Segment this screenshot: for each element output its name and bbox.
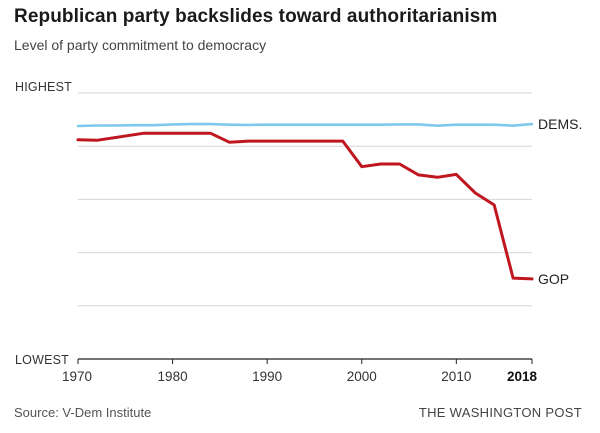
series-label-gop: GOP — [538, 271, 569, 287]
x-axis: 1970 1980 1990 2000 2010 2018 — [62, 358, 538, 384]
series-line-dems — [76, 122, 534, 128]
x-tick-label: 1980 — [158, 369, 188, 384]
series-labels: DEMS. GOP — [538, 116, 582, 287]
publisher-credit: THE WASHINGTON POST — [418, 405, 582, 420]
x-tick-label: 2000 — [347, 369, 377, 384]
series-line-gop — [76, 131, 534, 281]
grid-lines — [78, 92, 532, 307]
x-tick-label: 2010 — [441, 369, 471, 384]
source-note: Source: V-Dem Institute — [14, 405, 152, 420]
y-label-lowest: LOWEST — [15, 353, 69, 367]
x-tick-label: 2018 — [507, 369, 538, 384]
series-lines — [76, 122, 534, 281]
y-label-highest: HIGHEST — [15, 80, 72, 94]
x-tick-label: 1990 — [252, 369, 282, 384]
x-tick-label: 1970 — [62, 369, 92, 384]
chart-subtitle: Level of party commitment to democracy — [14, 37, 267, 53]
series-label-dems: DEMS. — [538, 116, 582, 132]
chart-title: Republican party backslides toward autho… — [14, 6, 498, 27]
